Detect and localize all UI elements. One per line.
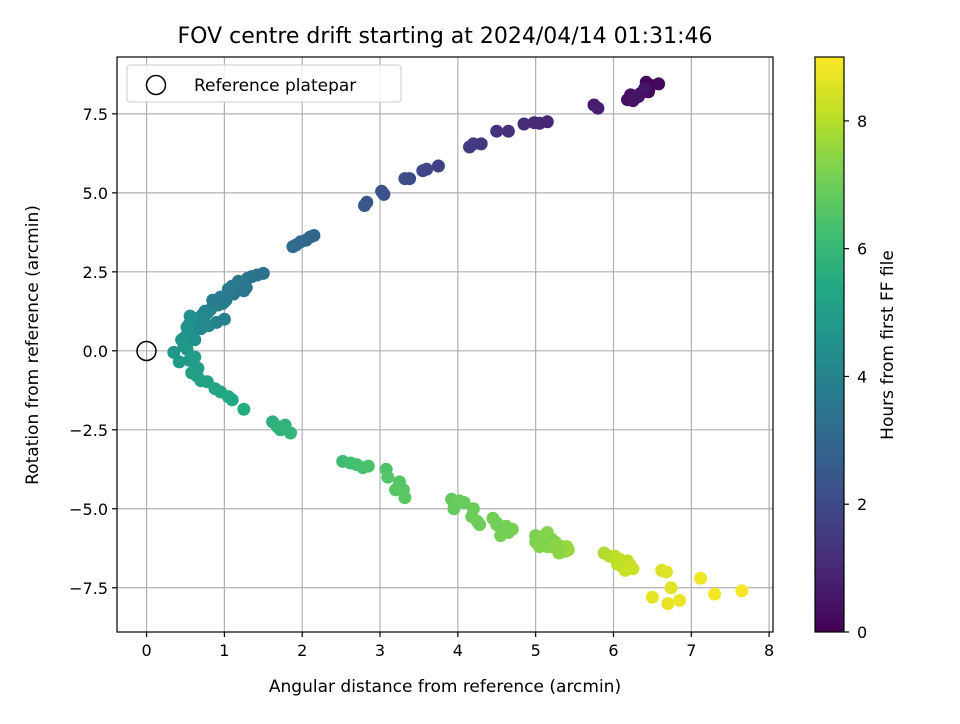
data-point [527, 116, 541, 130]
data-point [626, 562, 640, 576]
scatter-points [167, 75, 749, 611]
y-tick-label: 5.0 [83, 184, 108, 203]
data-point [188, 350, 202, 364]
colorbar-tick-label: 2 [857, 495, 867, 514]
data-point [447, 502, 461, 516]
y-tick-label: −7.5 [69, 579, 108, 598]
x-tick-label: 4 [453, 641, 463, 660]
legend-box [126, 64, 402, 103]
colorbar-tick-label: 4 [857, 367, 867, 386]
y-tick-label: −5.0 [69, 500, 108, 519]
data-point [398, 491, 412, 505]
data-point [548, 538, 562, 552]
data-point [561, 543, 575, 557]
data-point [694, 571, 708, 585]
legend-entry: Reference platepar [194, 76, 356, 96]
data-point [735, 584, 749, 598]
legend: Reference platepar [126, 64, 402, 103]
x-tick-label: 6 [608, 641, 618, 660]
data-point [381, 470, 395, 484]
x-tick-label: 0 [141, 641, 151, 660]
data-point [286, 240, 300, 254]
data-point [673, 593, 687, 607]
data-point [217, 312, 231, 326]
colorbar-tick-label: 0 [857, 623, 867, 642]
data-point [375, 184, 389, 198]
y-tick-label: −2.5 [69, 421, 108, 440]
legend-marker [145, 74, 167, 96]
colorbar-label: Hours from first FF file [878, 250, 898, 440]
y-tick-label: 2.5 [83, 263, 108, 282]
chart-title: FOV centre drift starting at 2024/04/14 … [178, 24, 713, 49]
data-point [664, 581, 678, 595]
colorbar-tick-label: 6 [857, 240, 867, 259]
x-tick-label: 7 [686, 641, 696, 660]
x-axis-ticks: 0 1 2 3 4 5 6 7 8 [141, 632, 774, 660]
data-point [708, 587, 722, 601]
data-point [661, 597, 675, 611]
colorbar-tick-label: 8 [857, 112, 867, 131]
colorbar [814, 56, 845, 633]
data-point [284, 426, 297, 440]
colorbar-ticks: 0 2 4 6 8 [844, 112, 867, 642]
x-tick-label: 5 [531, 641, 541, 660]
data-point [645, 590, 659, 604]
data-point [638, 82, 652, 96]
data-point [167, 345, 181, 359]
data-point [416, 164, 430, 178]
data-point [517, 117, 531, 131]
x-tick-label: 8 [764, 641, 774, 660]
data-point [505, 522, 519, 536]
data-point [533, 540, 546, 554]
data-point [659, 565, 673, 579]
data-point [431, 159, 445, 173]
x-tick-label: 2 [297, 641, 307, 660]
data-point [398, 172, 412, 186]
reference-marker [136, 340, 157, 362]
data-point [198, 319, 212, 332]
x-tick-label: 1 [219, 641, 229, 660]
data-point [457, 496, 471, 509]
data-point [652, 77, 666, 91]
data-point [473, 518, 487, 532]
data-point [237, 402, 251, 416]
y-tick-label: 7.5 [83, 105, 108, 124]
data-point [501, 124, 515, 138]
data-point [237, 284, 251, 298]
data-point [494, 529, 508, 543]
data-point [206, 293, 220, 307]
plot-frame [116, 56, 774, 633]
y-axis-ticks: −7.5 −5.0 −2.5 0.0 2.5 5.0 7.5 [69, 105, 117, 598]
data-point [591, 101, 605, 115]
data-point [358, 199, 371, 212]
x-axis-label: Angular distance from reference (arcmin) [269, 677, 621, 697]
data-point [227, 287, 241, 301]
data-point [490, 518, 504, 532]
data-point [172, 355, 186, 369]
grid [117, 57, 773, 632]
x-tick-label: 3 [375, 641, 385, 660]
y-axis-label: Rotation from reference (arcmin) [23, 205, 43, 485]
data-point [610, 557, 624, 571]
data-point [490, 124, 504, 138]
y-tick-label: 0.0 [83, 342, 108, 361]
data-point [361, 459, 375, 473]
data-point [225, 393, 239, 407]
data-point [463, 140, 476, 154]
data-point [180, 342, 194, 356]
